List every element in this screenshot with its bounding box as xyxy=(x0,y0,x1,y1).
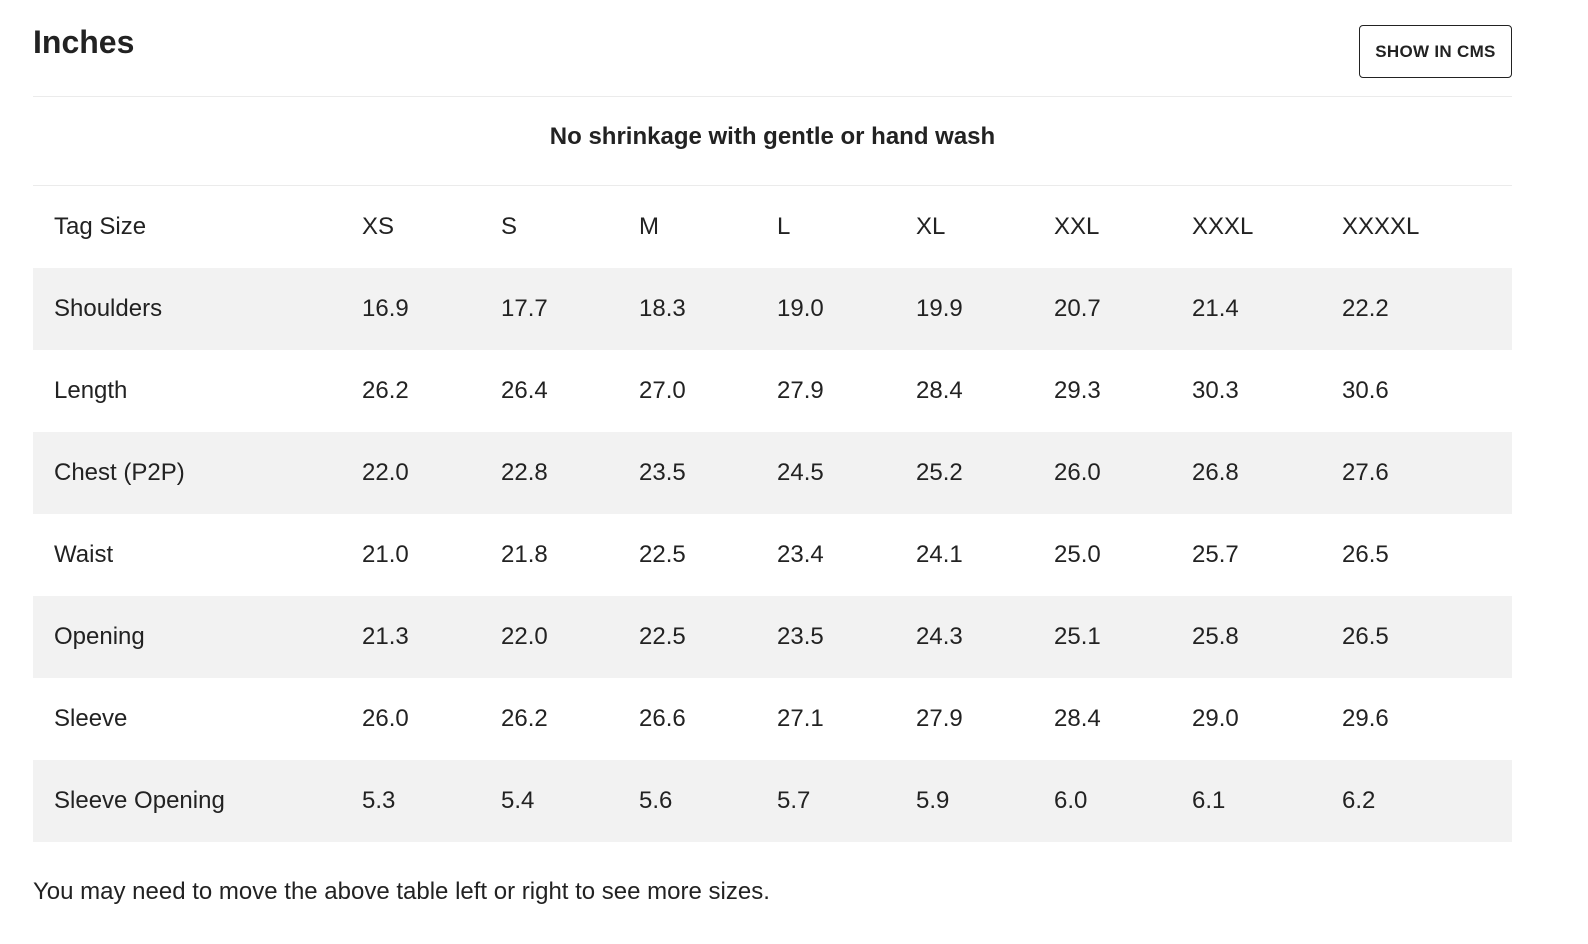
column-header: M xyxy=(639,213,659,240)
table-cell: 26.6 xyxy=(639,705,686,732)
table-row: Shoulders 16.9 17.7 18.3 19.0 19.9 20.7 … xyxy=(33,268,1512,350)
table-cell: 18.3 xyxy=(639,268,777,350)
table-cell: 5.6 xyxy=(639,760,777,842)
table-cell: 21.3 xyxy=(362,596,501,678)
table-cell: 26.8 xyxy=(1192,432,1342,514)
table-cell: 6.2 xyxy=(1342,760,1512,842)
row-label: Sleeve Opening xyxy=(33,760,362,842)
column-header: XXXL xyxy=(1192,213,1254,240)
table-cell: 22.5 xyxy=(639,596,777,678)
table-cell: 30.3 xyxy=(1192,377,1239,404)
table-row: Waist 21.0 21.8 22.5 23.4 24.1 25.0 25.7… xyxy=(33,514,1512,596)
table-cell: 5.3 xyxy=(362,760,501,842)
table-cell: 22.0 xyxy=(501,596,639,678)
table-cell: 23.5 xyxy=(777,596,916,678)
table-cell: 26.5 xyxy=(1342,541,1389,568)
table-cell: 20.7 xyxy=(1054,268,1192,350)
table-cell: 28.4 xyxy=(916,377,963,404)
row-label: Chest (P2P) xyxy=(33,432,362,514)
divider xyxy=(33,96,1512,97)
page-title: Inches xyxy=(33,24,135,60)
column-header: XXL xyxy=(1054,213,1100,240)
table-cell: 26.4 xyxy=(501,377,548,404)
table-cell: 26.2 xyxy=(362,377,409,404)
table-cell: 19.0 xyxy=(777,268,916,350)
show-in-cms-button[interactable]: SHOW IN CMS xyxy=(1359,25,1512,78)
table-cell: 25.8 xyxy=(1192,596,1342,678)
row-label: Opening xyxy=(33,596,362,678)
table-cell: 24.5 xyxy=(777,432,916,514)
table-cell: 28.4 xyxy=(1054,705,1101,732)
table-cell: 23.5 xyxy=(639,432,777,514)
table-cell: 26.2 xyxy=(501,705,548,732)
table-cell: 29.6 xyxy=(1342,705,1389,732)
column-header: L xyxy=(777,213,791,240)
table-cell: 26.0 xyxy=(1054,432,1192,514)
table-cell: 27.1 xyxy=(777,705,824,732)
table-cell: 27.0 xyxy=(639,377,686,404)
table-cell: 29.0 xyxy=(1192,705,1239,732)
table-cell: 5.4 xyxy=(501,760,639,842)
table-row: Chest (P2P) 22.0 22.8 23.5 24.5 25.2 26.… xyxy=(33,432,1512,514)
table-cell: 22.0 xyxy=(362,432,501,514)
row-label: Sleeve xyxy=(54,705,128,732)
table-cell: 25.2 xyxy=(916,432,1054,514)
table-cell: 21.4 xyxy=(1192,268,1342,350)
table-row: Sleeve Opening 5.3 5.4 5.6 5.7 5.9 6.0 6… xyxy=(33,760,1512,842)
table-cell: 29.3 xyxy=(1054,377,1101,404)
table-cell: 6.1 xyxy=(1192,760,1342,842)
table-cell: 25.0 xyxy=(1054,541,1101,568)
care-subtitle: No shrinkage with gentle or hand wash xyxy=(549,123,996,150)
table-row: Length 26.2 26.4 27.0 27.9 28.4 29.3 30.… xyxy=(33,350,1512,432)
table-cell: 27.9 xyxy=(916,705,963,732)
table-cell: 5.7 xyxy=(777,760,916,842)
table-cell: 25.1 xyxy=(1054,596,1192,678)
table-cell: 16.9 xyxy=(362,268,501,350)
table-cell: 25.7 xyxy=(1192,541,1239,568)
table-cell: 24.3 xyxy=(916,596,1054,678)
table-cell: 27.9 xyxy=(777,377,824,404)
column-header: XL xyxy=(916,213,946,240)
column-header: Tag Size xyxy=(54,213,147,240)
table-cell: 19.9 xyxy=(916,268,1054,350)
size-table: Tag Size XS S M L XL XXL XXXL XXXXL Shou… xyxy=(33,186,1512,842)
table-header-row: Tag Size XS S M L XL XXL XXXL XXXXL xyxy=(33,186,1512,268)
column-header: XXXXL xyxy=(1342,213,1420,240)
column-header: S xyxy=(501,213,518,240)
scroll-hint-text: You may need to move the above table lef… xyxy=(33,878,770,905)
table-cell: 22.8 xyxy=(501,432,639,514)
table-cell: 21.0 xyxy=(362,541,409,568)
row-label: Shoulders xyxy=(33,268,362,350)
table-cell: 22.2 xyxy=(1342,268,1512,350)
table-cell: 5.9 xyxy=(916,760,1054,842)
table-cell: 17.7 xyxy=(501,268,639,350)
divider xyxy=(33,185,1512,186)
table-cell: 27.6 xyxy=(1342,432,1512,514)
table-cell: 21.8 xyxy=(501,541,548,568)
table-row: Opening 21.3 22.0 22.5 23.5 24.3 25.1 25… xyxy=(33,596,1512,678)
table-cell: 22.5 xyxy=(639,541,686,568)
table-cell: 24.1 xyxy=(916,541,963,568)
row-label: Length xyxy=(54,377,128,404)
column-header: XS xyxy=(362,213,395,240)
row-label: Waist xyxy=(54,541,114,568)
table-cell: 6.0 xyxy=(1054,760,1192,842)
table-cell: 26.5 xyxy=(1342,596,1512,678)
table-cell: 30.6 xyxy=(1342,377,1389,404)
table-cell: 26.0 xyxy=(362,705,409,732)
table-row: Sleeve 26.0 26.2 26.6 27.1 27.9 28.4 29.… xyxy=(33,678,1512,760)
table-cell: 23.4 xyxy=(777,541,824,568)
